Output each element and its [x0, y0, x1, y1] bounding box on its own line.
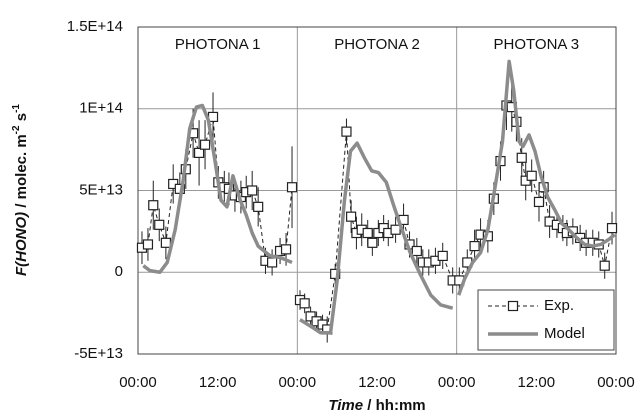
marker — [411, 245, 422, 257]
y-label-part: s — [13, 113, 30, 126]
x-tick-label: 00:00 — [119, 374, 157, 391]
y-axis-label: F(HONO) / molec. m-2 s-1 — [11, 104, 30, 276]
marker — [533, 196, 545, 208]
legend-label: Exp. — [544, 297, 574, 314]
marker — [469, 240, 480, 252]
marker — [526, 170, 537, 181]
marker — [362, 227, 373, 239]
y-tick-label: 5E+13 — [79, 181, 123, 198]
y-label-sup: -2 — [11, 125, 22, 134]
x-tick-label: 12:00 — [358, 374, 396, 391]
x-tick-label: 12:00 — [518, 374, 556, 391]
y-tick-label: 1.5E+14 — [67, 18, 123, 35]
y-label-part: F(HONO) — [13, 212, 30, 276]
y-label-part: / molec. m — [13, 134, 30, 212]
marker — [142, 239, 154, 250]
x-tick-label: 12:00 — [199, 374, 237, 391]
panel-label: PHOTONA 2 — [334, 36, 420, 53]
plot-frame — [137, 26, 617, 355]
marker — [330, 268, 341, 279]
legend-label: Model — [544, 325, 585, 342]
marker — [286, 182, 298, 193]
marker — [154, 219, 165, 230]
x-label-part: Time — [328, 397, 363, 414]
x-tick-label: 00:00 — [438, 374, 476, 391]
marker — [148, 200, 159, 211]
y-tick-label: -5E+13 — [74, 345, 123, 362]
legend-box — [477, 289, 615, 351]
legend-marker — [507, 300, 519, 312]
x-tick-label: 00:00 — [279, 374, 317, 391]
marker — [253, 201, 264, 212]
marker — [437, 250, 448, 261]
model-line — [142, 59, 616, 335]
marker — [280, 244, 292, 255]
marker — [267, 257, 278, 268]
panel-label: PHOTONA 1 — [175, 36, 261, 53]
y-tick-label: 1E+14 — [79, 100, 123, 117]
marker — [193, 147, 205, 158]
marker — [599, 260, 610, 271]
x-label-part: / hh:mm — [363, 397, 426, 414]
marker — [390, 224, 401, 235]
marker — [346, 211, 357, 222]
panel-label: PHOTONA 3 — [494, 36, 580, 53]
marker — [247, 185, 258, 196]
marker — [299, 298, 310, 309]
x-tick-label: 00:00 — [597, 374, 635, 391]
y-label-sup: -1 — [11, 104, 22, 113]
marker — [160, 237, 171, 248]
marker — [516, 152, 527, 163]
marker — [199, 139, 211, 150]
marker — [606, 223, 618, 234]
marker — [367, 237, 378, 248]
x-axis-label: Time / hh:mm — [328, 397, 425, 414]
marker — [341, 126, 352, 137]
y-tick-label: 0 — [115, 263, 123, 280]
